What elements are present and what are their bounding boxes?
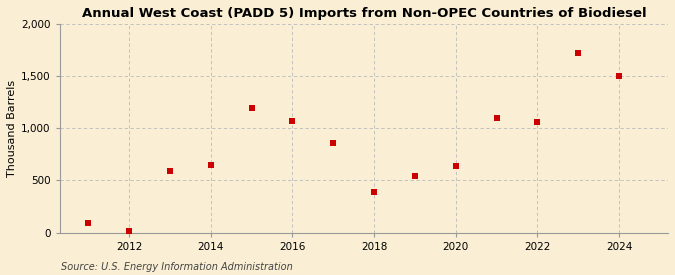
Point — [573, 51, 584, 55]
Point — [205, 163, 216, 167]
Point — [287, 119, 298, 123]
Title: Annual West Coast (PADD 5) Imports from Non-OPEC Countries of Biodiesel: Annual West Coast (PADD 5) Imports from … — [82, 7, 646, 20]
Text: Source: U.S. Energy Information Administration: Source: U.S. Energy Information Administ… — [61, 262, 292, 272]
Point — [491, 116, 502, 120]
Point — [83, 221, 94, 225]
Point — [369, 190, 379, 194]
Point — [614, 74, 624, 78]
Point — [532, 120, 543, 124]
Point — [165, 169, 176, 173]
Point — [410, 174, 421, 178]
Point — [124, 229, 134, 234]
Point — [450, 164, 461, 169]
Point — [328, 141, 339, 145]
Point — [246, 106, 257, 111]
Y-axis label: Thousand Barrels: Thousand Barrels — [7, 80, 17, 177]
